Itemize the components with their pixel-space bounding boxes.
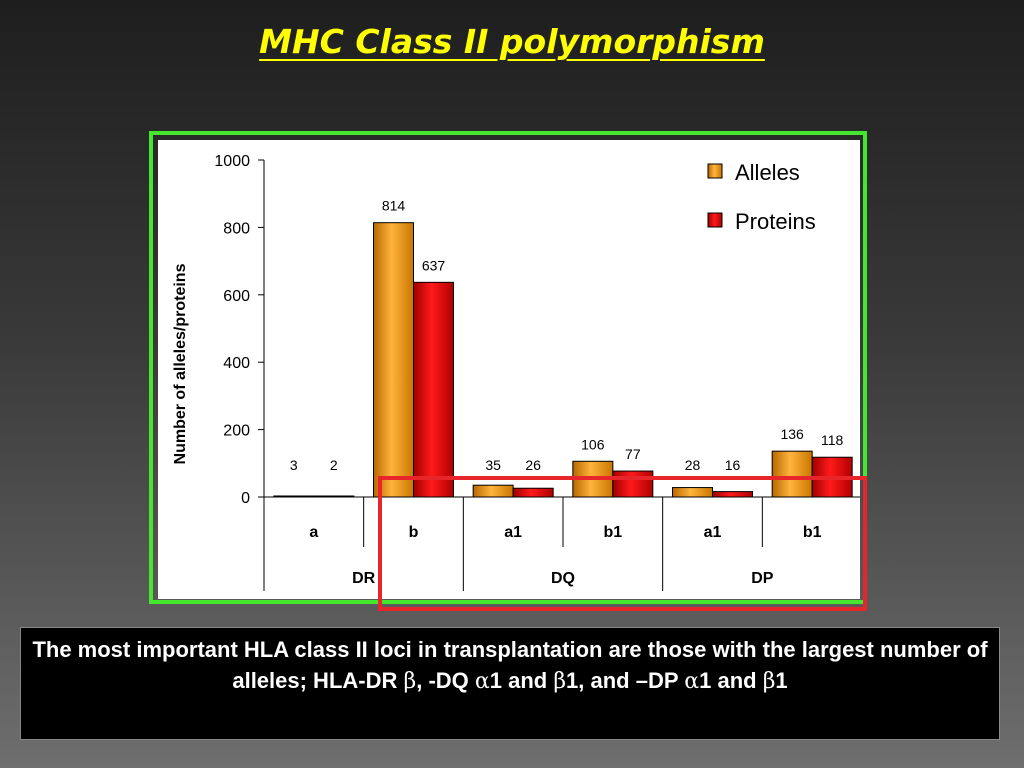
y-tick-label: 800 (223, 220, 250, 237)
slide-title: MHC Class II polymorphism (259, 22, 765, 61)
data-label: 637 (422, 257, 446, 273)
bar-alleles (373, 222, 414, 498)
data-label: 16 (725, 457, 741, 473)
legend-swatch-alleles (707, 163, 723, 179)
group-label: DQ (551, 570, 575, 587)
y-tick-label: 600 (223, 288, 250, 305)
alpha-symbol: α (684, 669, 700, 694)
legend-swatch-proteins (707, 212, 723, 228)
data-label: 35 (485, 457, 501, 473)
y-axis-label: Number of alleles/proteins (172, 263, 189, 464)
bar-proteins (413, 281, 454, 498)
data-label: 136 (780, 426, 804, 442)
x-tick-label: a1 (504, 524, 522, 541)
chart-highlight-frame (149, 131, 867, 604)
beta-symbol: β (553, 669, 567, 694)
beta-symbol: β (762, 669, 776, 694)
data-label: 814 (382, 198, 406, 214)
bar-chart: 0 200 400 600 800 1000 a b a1 b1 a1 b1 DR DQ DP 3 814 35 1… (172, 153, 860, 591)
data-label: 77 (625, 446, 641, 462)
caption-text: , -DQ (416, 668, 475, 693)
y-tick-label: 1000 (214, 153, 250, 170)
data-label: 118 (821, 432, 844, 448)
data-label: 28 (685, 457, 701, 473)
bar-alleles (771, 450, 813, 498)
group-label: DP (751, 570, 774, 587)
beta-symbol: β (403, 669, 417, 694)
data-label: 106 (581, 436, 605, 452)
group-label: DR (352, 570, 376, 587)
data-label: 3 (290, 457, 298, 473)
y-tick-label: 200 (223, 423, 250, 440)
legend-label-alleles: Alleles (735, 160, 800, 185)
x-tick-label: a1 (704, 524, 722, 541)
caption-text: 1 (775, 668, 788, 693)
caption-box: The most important HLA class II loci in … (20, 627, 1000, 740)
bar-proteins (512, 487, 554, 498)
data-label: 2 (330, 457, 338, 473)
chart-legend: Alleles Proteins (707, 160, 816, 234)
y-tick-label: 0 (241, 490, 250, 507)
bar-proteins (612, 470, 654, 498)
x-tick-label: a (309, 524, 318, 541)
caption-text: 1 and (489, 668, 554, 693)
legend-label-proteins: Proteins (735, 209, 816, 234)
loci-highlight-frame (378, 476, 867, 611)
bar-proteins (712, 491, 753, 498)
y-tick-label: 400 (223, 355, 250, 372)
x-tick-label: b (409, 524, 419, 541)
chart-area: 0 200 400 600 800 1000 a b a1 b1 a1 b1 DR DQ DP 3 814 35 1… (158, 140, 860, 599)
caption-text: 1, and –DP (566, 668, 685, 693)
alpha-symbol: α (474, 669, 490, 694)
bar-alleles (273, 495, 315, 498)
x-tick-label: b1 (603, 524, 622, 541)
x-tick-label: b1 (803, 524, 822, 541)
caption-text: 1 and (699, 668, 763, 693)
data-label: 26 (525, 457, 541, 473)
bar-proteins (313, 495, 355, 498)
caption-text: The most important HLA class II loci in … (32, 637, 988, 693)
